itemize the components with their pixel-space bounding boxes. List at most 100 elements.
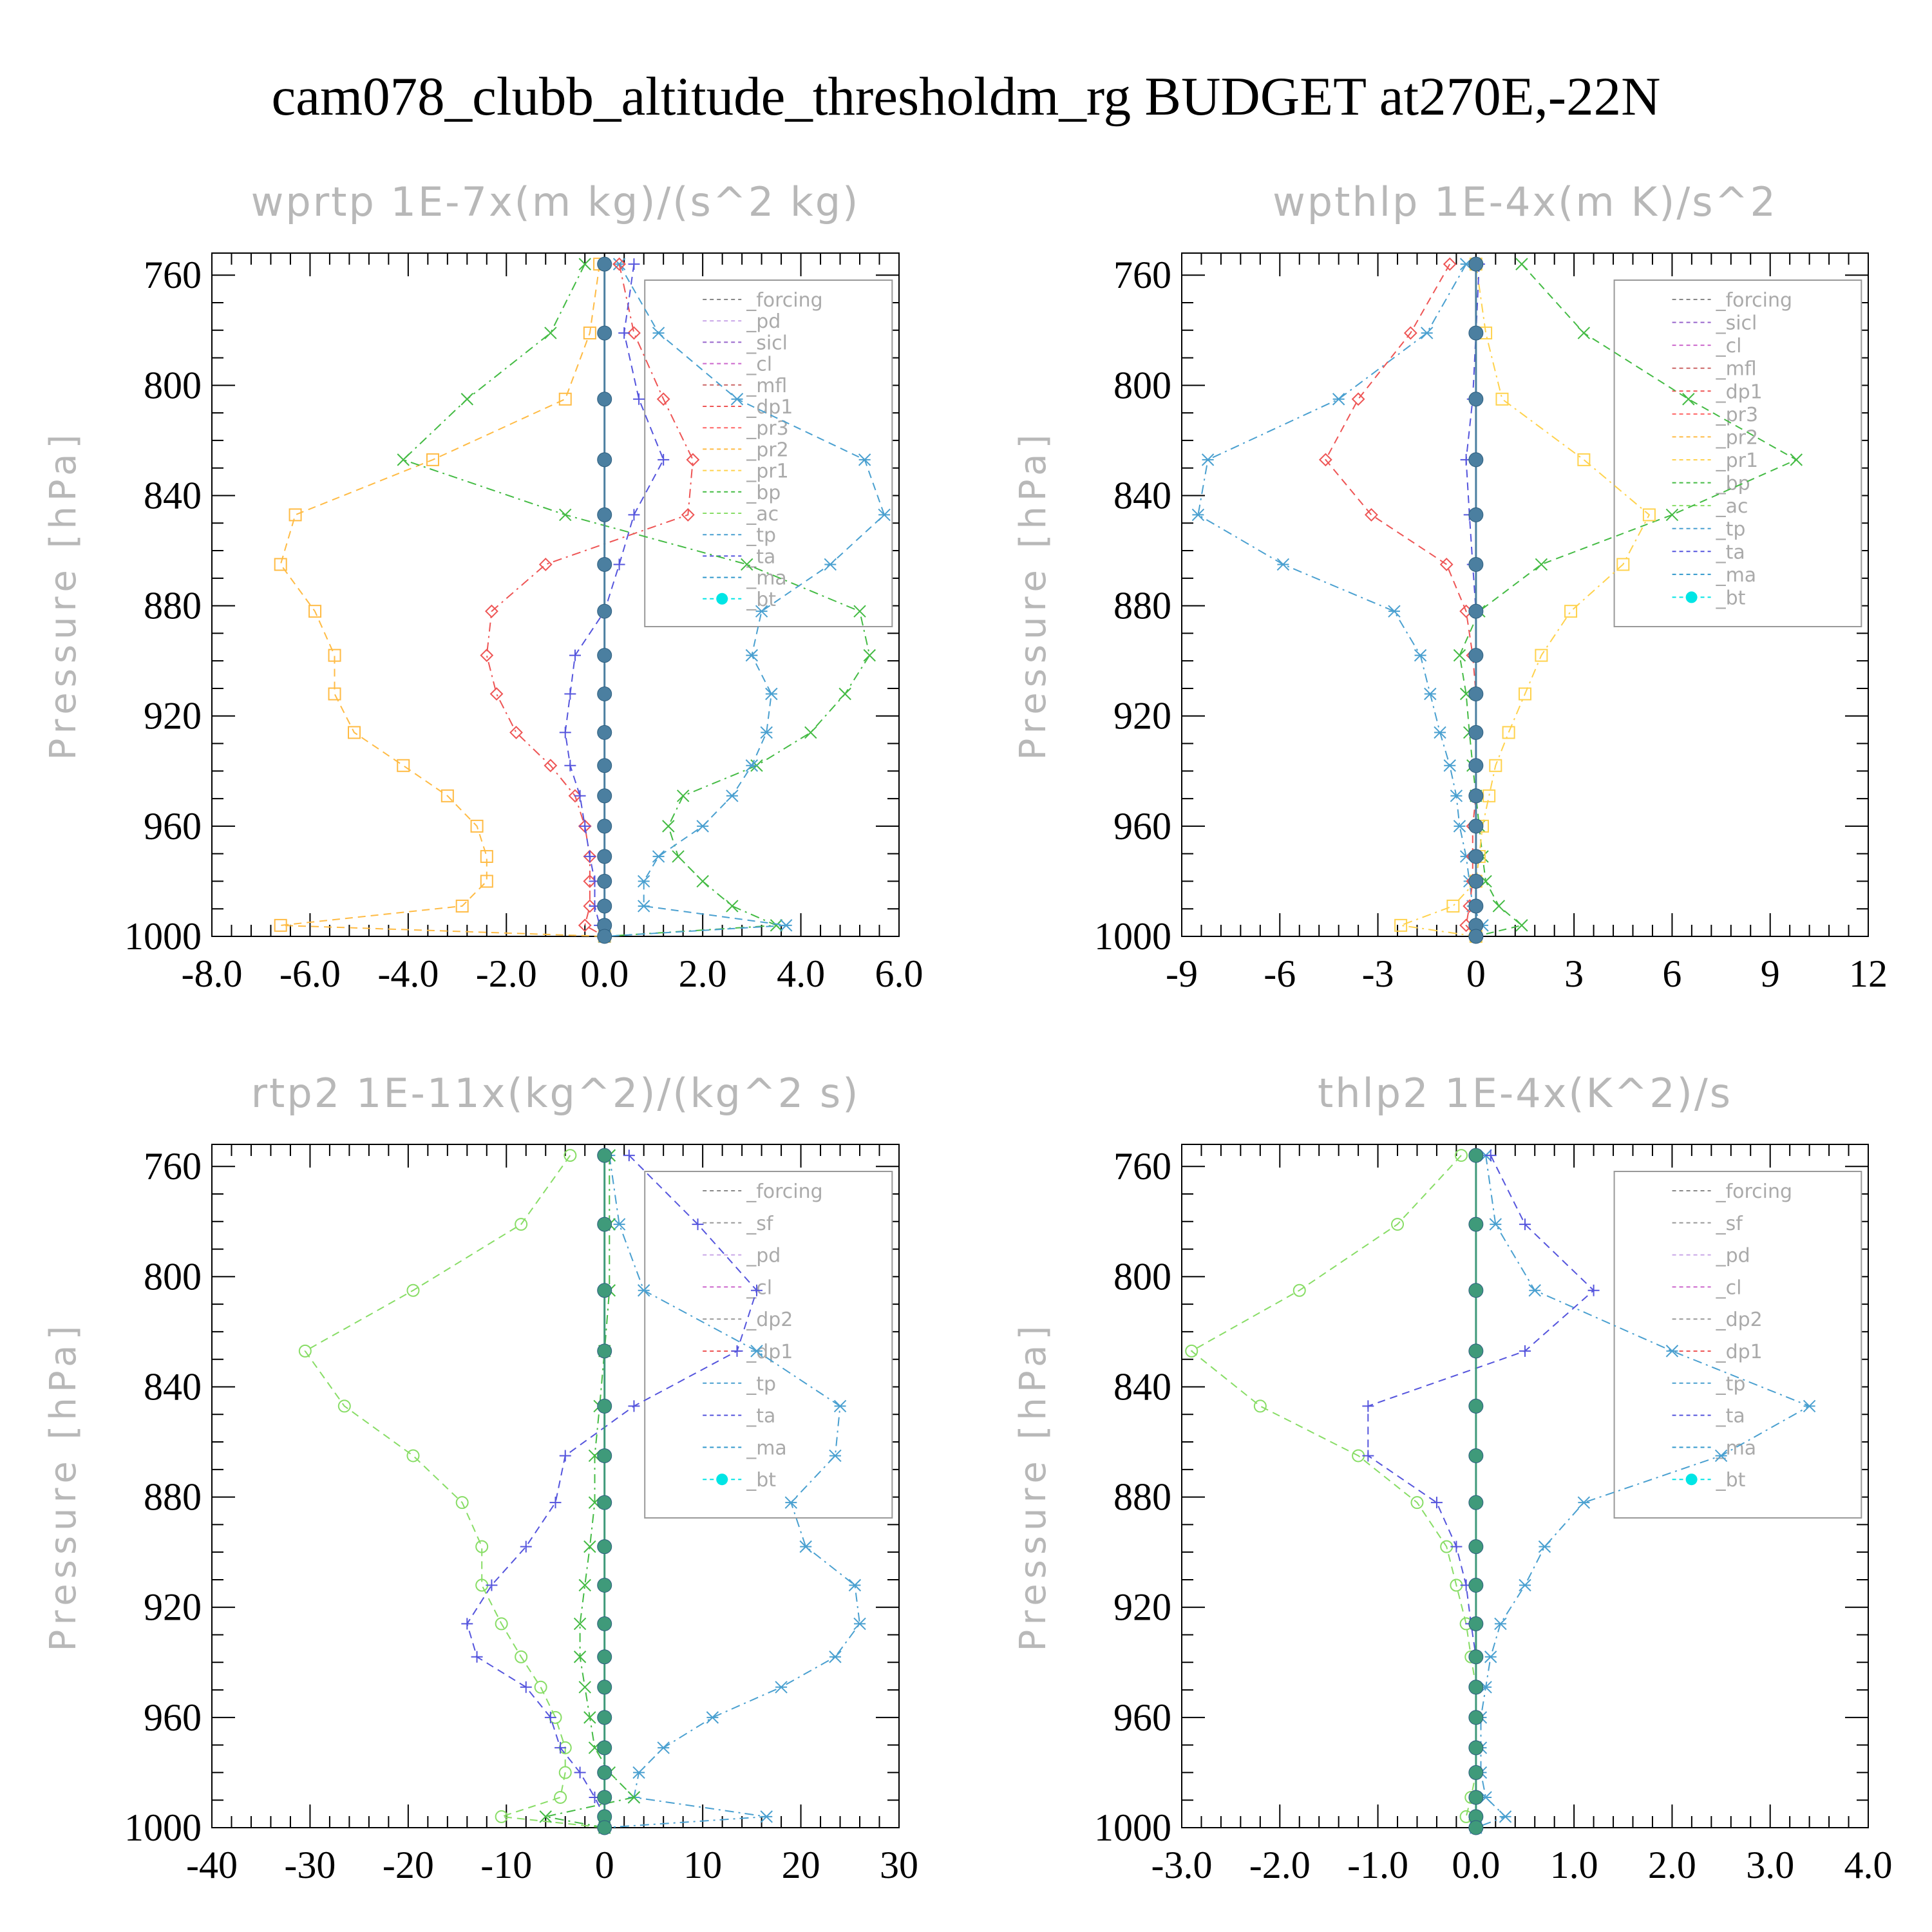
data-point (597, 873, 612, 889)
data-point (1468, 325, 1484, 341)
y-axis-label: Pressure [hPa] (43, 1321, 84, 1652)
data-point (1519, 1578, 1531, 1592)
data-point (745, 759, 759, 772)
data-point (784, 1496, 798, 1509)
data-point (470, 819, 484, 833)
legend-label: _ma (746, 1437, 787, 1459)
data-point (1450, 790, 1463, 802)
data-point (1430, 1497, 1443, 1509)
y-tick-label: 880 (1113, 585, 1171, 627)
y-tick-label: 1000 (1094, 1806, 1171, 1849)
legend-label: _forcing (1716, 289, 1792, 312)
data-point (1519, 1345, 1531, 1357)
legend-label: _forcing (746, 1180, 822, 1203)
legend-label: _sicl (1716, 312, 1757, 335)
data-point (1468, 1343, 1484, 1359)
data-point (1362, 1450, 1374, 1462)
y-tick-label: 920 (144, 695, 202, 737)
data-point (829, 1651, 842, 1663)
data-point (627, 1791, 641, 1804)
series_bt (597, 1148, 612, 1835)
data-point (804, 726, 817, 739)
data-point (597, 898, 612, 914)
data-point (760, 726, 773, 739)
series_bp (397, 258, 876, 943)
data-point (597, 1740, 612, 1756)
x-tick-label: -30 (284, 1844, 336, 1886)
data-point (480, 649, 494, 663)
legend-label: _pr1 (1716, 450, 1758, 472)
data-point (1495, 392, 1509, 406)
legend-label: _dp1 (1716, 1341, 1763, 1363)
data-point (328, 687, 341, 701)
data-point (559, 726, 571, 739)
y-tick-label: 800 (144, 364, 202, 406)
data-point (1468, 556, 1484, 572)
data-point (750, 1284, 762, 1296)
y-tick-label: 760 (144, 254, 202, 296)
data-point (613, 558, 625, 571)
data-point (780, 919, 793, 932)
x-tick-label: 1.0 (1550, 1844, 1598, 1886)
x-tick-label: 0.0 (1452, 1844, 1500, 1886)
data-point (597, 1680, 612, 1695)
y-tick-label: 1000 (1094, 915, 1171, 958)
data-point (597, 1217, 612, 1232)
data-point (597, 1343, 612, 1359)
data-point (597, 1539, 612, 1555)
data-point (559, 1450, 571, 1462)
data-point (426, 453, 439, 466)
x-tick-label: 0 (1466, 952, 1486, 995)
data-point (848, 1578, 862, 1592)
data-point (652, 327, 665, 339)
data-point (824, 558, 837, 571)
data-point (544, 327, 557, 339)
legend-label: _forcing (746, 289, 822, 312)
data-point (1515, 258, 1528, 270)
series-line (1197, 263, 1484, 937)
legend-label: _sicl (746, 332, 788, 354)
data-point (1468, 898, 1484, 914)
data-point (833, 1399, 847, 1413)
legend-label: _bt (1716, 1469, 1746, 1492)
plot-frame (1181, 1144, 1869, 1828)
data-point (1468, 1765, 1484, 1780)
series-line (564, 263, 665, 937)
x-tick-label: -6.0 (279, 952, 341, 995)
y-tick-label: 1000 (124, 1806, 202, 1849)
data-point (486, 1579, 498, 1591)
data-point (1468, 1710, 1484, 1725)
data-point (1293, 1283, 1306, 1297)
data-point (741, 558, 753, 571)
data-point (612, 257, 626, 271)
data-point (1484, 1150, 1497, 1162)
x-tick-label: 3 (1564, 952, 1584, 995)
data-point (583, 327, 596, 340)
data-point (475, 1540, 489, 1553)
x-tick-label: -20 (383, 1844, 434, 1886)
data-point (628, 1400, 640, 1412)
series_dp1 (1318, 257, 1483, 943)
legend-label: _dp1 (1716, 381, 1763, 403)
legend-label: _ac (746, 503, 779, 526)
x-tick-label: -1.0 (1347, 1844, 1408, 1886)
x-tick-label: 6 (1662, 952, 1681, 995)
data-point (471, 1651, 483, 1663)
legend-label: _bt (1716, 587, 1746, 609)
data-point (328, 649, 341, 662)
data-point (308, 605, 322, 618)
series-line (1325, 263, 1477, 937)
series-line (604, 263, 886, 937)
data-point (455, 899, 469, 913)
data-point (1362, 1400, 1374, 1412)
data-point (1714, 1449, 1728, 1463)
y-tick-label: 960 (144, 805, 202, 848)
data-point (578, 1578, 591, 1592)
data-point (564, 688, 576, 700)
data-point (579, 820, 591, 832)
legend-label: _sf (1716, 1213, 1744, 1235)
data-point (564, 759, 576, 772)
series_bt (1468, 256, 1484, 944)
data-point (597, 1578, 612, 1593)
